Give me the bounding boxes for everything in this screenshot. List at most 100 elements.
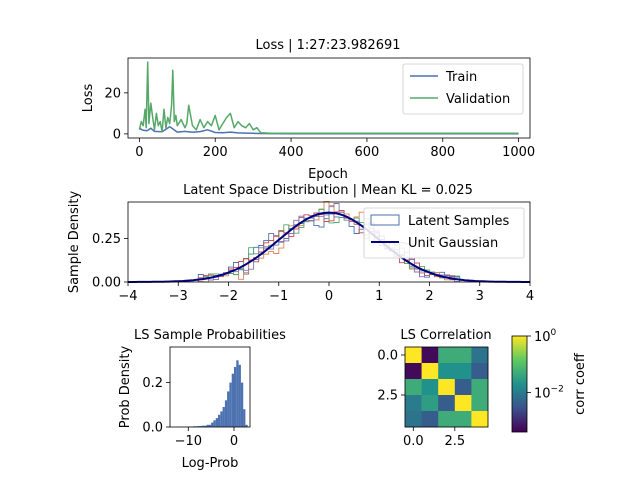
correlation-cell xyxy=(438,395,456,412)
correlation-chart: LS Correlation 0.0 2.5 0.0 2.5 100 10−2 corr… xyxy=(377,328,588,449)
latent-xtick-label: 0 xyxy=(325,289,333,304)
correlation-cell xyxy=(421,411,439,428)
logprob-bar xyxy=(245,424,248,427)
logprob-bar xyxy=(218,414,221,427)
correlation-cell xyxy=(405,347,422,364)
logprob-ytick-label: 0.0 xyxy=(142,421,163,436)
correlation-cell xyxy=(421,363,439,380)
loss-title: Loss | 1:27:23.982691 xyxy=(255,38,400,53)
loss-chart: Loss | 1:27:23.982691 0 200 400 600 800 10000… xyxy=(81,38,535,182)
logprob-xtick-label: −10 xyxy=(175,434,202,449)
legend-unit-gaussian-label: Unit Gaussian xyxy=(408,236,498,251)
latent-xtick-label: 1 xyxy=(375,289,383,304)
logprob-bar xyxy=(202,425,207,427)
correlation-cell xyxy=(454,379,472,396)
latent-chart: Latent Space Distribution | Mean KL = 0.… xyxy=(67,183,534,304)
correlation-cell xyxy=(438,347,456,364)
latent-histogram-step xyxy=(197,210,461,283)
latent-histogram-step xyxy=(197,203,461,283)
colorbar-label: corr coeff xyxy=(573,352,588,415)
logprob-xtick-label: 0 xyxy=(230,434,238,449)
correlation-cell xyxy=(471,395,489,412)
logprob-bar xyxy=(211,422,214,427)
loss-xtick-label: 600 xyxy=(355,145,380,160)
correlation-cell xyxy=(405,395,422,412)
latent-histogram-step xyxy=(197,201,461,283)
logprob-bar xyxy=(224,400,228,427)
correlation-xtick-label: 0.0 xyxy=(403,434,424,449)
colorbar-tick-label: 10−2 xyxy=(534,385,564,402)
correlation-ytick-label: 0.0 xyxy=(377,349,398,364)
logprob-bar xyxy=(236,360,239,427)
loss-axes-frame xyxy=(127,57,531,139)
correlation-cell xyxy=(471,379,489,396)
latent-title: Latent Space Distribution | Mean KL = 0.… xyxy=(183,183,473,198)
correlation-cell xyxy=(438,411,456,428)
unit-gaussian-curve xyxy=(128,211,530,283)
correlation-cell xyxy=(405,363,422,380)
colorbar: 100 10−2 corr coeff xyxy=(511,328,588,433)
latent-series xyxy=(128,201,530,283)
correlation-cell xyxy=(454,395,472,412)
correlation-cell xyxy=(405,411,422,428)
latent-xtick-label: −3 xyxy=(169,289,188,304)
logprob-xlabel: Log-Prob xyxy=(182,456,239,471)
latent-xtick-label: −4 xyxy=(118,289,137,304)
correlation-xtick-label: 2.5 xyxy=(444,434,465,449)
loss-ytick-label: 20 xyxy=(104,86,121,101)
logprob-bar xyxy=(243,409,246,427)
correlation-cell xyxy=(405,379,422,396)
logprob-ylabel: Prob Density xyxy=(118,345,133,428)
correlation-cell xyxy=(454,363,472,380)
colorbar-gradient xyxy=(511,335,528,433)
logprob-bar xyxy=(240,382,244,427)
logprob-ytick-label: 0.2 xyxy=(142,376,163,391)
loss-series xyxy=(138,61,519,135)
loss-xtick-label: 0 xyxy=(135,145,143,160)
correlation-cell xyxy=(438,363,456,380)
logprob-title: LS Sample Probabilities xyxy=(134,328,286,343)
logprob-bar xyxy=(206,424,212,427)
logprob-bar xyxy=(213,420,216,427)
legend-latent-samples-swatch xyxy=(370,214,400,226)
correlation-cell xyxy=(421,379,439,396)
logprob-bar xyxy=(227,391,230,427)
loss-xtick-label: 200 xyxy=(203,145,228,160)
logprob-bars xyxy=(179,360,248,427)
correlation-cell xyxy=(471,363,489,380)
loss-xtick-label: 400 xyxy=(279,145,304,160)
loss-series-line xyxy=(138,61,519,135)
latent-xtick-label: −1 xyxy=(269,289,288,304)
loss-legend: Train Validation xyxy=(402,63,524,115)
legend-train-label: Train xyxy=(445,70,477,85)
logprob-bar xyxy=(231,373,234,427)
loss-xtick-label: 800 xyxy=(430,145,455,160)
latent-ytick-label: 0.00 xyxy=(92,276,121,291)
latent-xtick-label: −2 xyxy=(219,289,238,304)
correlation-ytick-label: 2.5 xyxy=(377,389,398,404)
correlation-cell xyxy=(421,347,439,364)
loss-xtick-label: 1000 xyxy=(502,145,535,160)
logprob-bar xyxy=(222,407,225,427)
latent-legend: Latent Samples Unit Gaussian xyxy=(363,207,525,259)
latent-ytick-label: 0.25 xyxy=(92,232,121,247)
loss-ylabel: Loss xyxy=(81,84,96,113)
latent-xtick-label: 2 xyxy=(425,289,433,304)
latent-xtick-label: 4 xyxy=(526,289,534,304)
correlation-cells xyxy=(405,347,489,428)
correlation-title: LS Correlation xyxy=(400,328,491,343)
latent-xtick-label: 3 xyxy=(476,289,484,304)
logprob-bar xyxy=(220,411,223,427)
colorbar-tick-label: 100 xyxy=(534,328,557,345)
correlation-cell xyxy=(471,347,489,364)
correlation-cell xyxy=(454,347,472,364)
correlation-cell xyxy=(471,411,489,428)
logprob-axes-frame xyxy=(169,346,251,428)
loss-ticks: 0 200 400 600 800 1000 0 20 xyxy=(104,86,535,160)
correlation-ticks: 0.0 2.5 0.0 2.5 xyxy=(377,349,465,450)
logprob-bar xyxy=(229,382,232,427)
latent-ticks: −4 −3 −2 −1 0 1 2 3 4 0.00 0.25 xyxy=(92,232,534,304)
latent-legend-box xyxy=(363,207,525,259)
latent-ylabel: Sample Density xyxy=(67,191,82,294)
